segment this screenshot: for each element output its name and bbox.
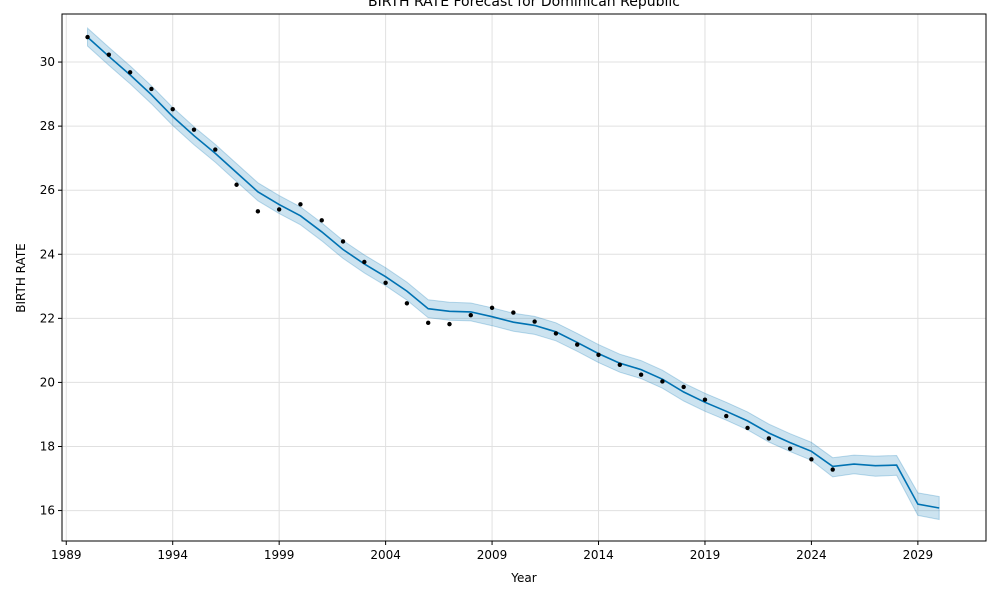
observed-point <box>106 52 112 57</box>
x-tick-label: 2029 <box>903 548 934 562</box>
observed-point <box>830 467 835 472</box>
observed-point <box>127 70 133 75</box>
observed-point <box>660 379 665 384</box>
observed-point <box>596 352 601 358</box>
x-tick-label: 2014 <box>583 548 614 562</box>
observed-point <box>404 301 410 306</box>
y-tick-label: 18 <box>40 439 55 453</box>
x-axis-ticks: 1989 1994 1999 2004 2009 2014 2019 2024 2029 <box>51 541 933 562</box>
x-tick-label: 1994 <box>157 548 188 562</box>
observed-point <box>575 342 580 347</box>
observed-points <box>85 34 835 472</box>
y-axis-title: BIRTH RATE <box>14 243 28 312</box>
observed-point <box>468 312 473 318</box>
uncertainty-interval <box>87 26 940 521</box>
observed-point <box>766 436 772 441</box>
observed-point <box>511 310 516 315</box>
observed-point <box>553 331 559 336</box>
y-tick-label: 20 <box>40 375 55 389</box>
x-tick-label: 2009 <box>477 548 508 562</box>
plot-frame <box>61 13 987 542</box>
y-tick-label: 16 <box>40 504 55 518</box>
chart-title: BIRTH RATE Forecast for Dominican Republ… <box>368 0 680 10</box>
observed-point <box>191 127 197 132</box>
y-tick-label: 22 <box>40 311 55 325</box>
observed-point <box>638 372 644 377</box>
y-axis-ticks: 16 18 20 22 24 26 28 30 <box>40 55 62 518</box>
observed-point <box>234 182 239 187</box>
y-tick-label: 26 <box>40 183 55 197</box>
observed-point <box>170 106 175 112</box>
observed-point <box>724 413 729 419</box>
observed-point <box>681 384 686 390</box>
y-tick-label: 24 <box>40 247 55 261</box>
observed-point <box>149 86 154 92</box>
observed-point <box>809 457 814 462</box>
observed-point <box>213 147 218 152</box>
x-tick-label: 1989 <box>51 548 82 562</box>
observed-point <box>362 259 367 265</box>
interval-band <box>87 26 940 521</box>
forecast-line <box>86 36 940 509</box>
observed-point <box>447 321 452 327</box>
observed-point <box>85 34 90 40</box>
observed-point <box>340 239 346 244</box>
gridlines <box>62 14 986 541</box>
observed-point <box>702 397 708 402</box>
observed-point <box>255 209 261 214</box>
forecast-line-layer <box>86 36 940 509</box>
observed-point <box>617 362 623 367</box>
observed-point <box>319 218 324 223</box>
y-tick-label: 30 <box>40 55 55 69</box>
observed-point <box>298 202 303 207</box>
x-tick-label: 2019 <box>690 548 721 562</box>
x-tick-label: 2024 <box>796 548 827 562</box>
x-axis-title: Year <box>510 571 536 585</box>
observed-point <box>787 446 793 451</box>
observed-point <box>532 319 537 324</box>
x-tick-label: 1999 <box>264 548 295 562</box>
observed-point <box>425 320 431 326</box>
y-tick-label: 28 <box>40 119 55 133</box>
observed-point <box>745 425 750 431</box>
observed-point <box>489 305 495 310</box>
observed-point <box>276 207 282 212</box>
observed-point <box>383 280 388 285</box>
x-tick-label: 2004 <box>370 548 401 562</box>
